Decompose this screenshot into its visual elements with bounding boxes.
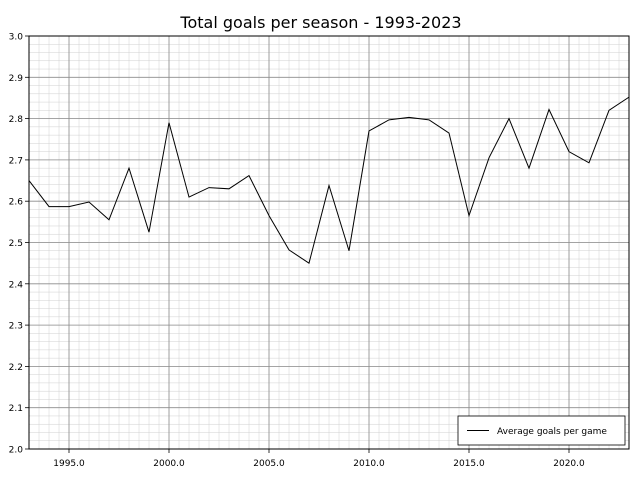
ticks: 1995.0 2000.0 2005.0 2010.0 2015.0 2020.0 2.0 2… xyxy=(9,33,585,470)
chart-title: Total goals per season - 1993-2023 xyxy=(179,13,461,32)
y-tick-label: 2.1 xyxy=(9,404,23,414)
y-tick-label: 3.0 xyxy=(9,33,24,43)
x-tick-label: 1995.0 xyxy=(53,459,85,469)
y-tick-label: 2.2 xyxy=(9,363,23,373)
legend: Average goals per game xyxy=(457,415,626,446)
x-tick-label: 2000.0 xyxy=(153,459,185,469)
legend-entry-label: Average goals per game xyxy=(497,427,607,437)
x-tick-label: 2015.0 xyxy=(453,459,485,469)
series-layer xyxy=(28,96,630,264)
grid xyxy=(28,35,630,450)
x-tick-label: 2020.0 xyxy=(553,459,585,469)
y-tick-label: 2.9 xyxy=(9,74,24,84)
x-tick-label: 2010.0 xyxy=(353,459,385,469)
y-tick-label: 2.8 xyxy=(9,115,24,125)
y-tick-label: 2.5 xyxy=(9,239,23,249)
series-line-average-goals-per-game xyxy=(28,96,630,264)
y-tick-label: 2.7 xyxy=(9,156,23,166)
y-tick-label: 2.0 xyxy=(9,446,24,456)
y-tick-label: 2.3 xyxy=(9,322,23,332)
y-tick-label: 2.6 xyxy=(9,198,24,208)
x-tick-label: 2005.0 xyxy=(253,459,285,469)
y-tick-label: 2.4 xyxy=(9,280,24,290)
